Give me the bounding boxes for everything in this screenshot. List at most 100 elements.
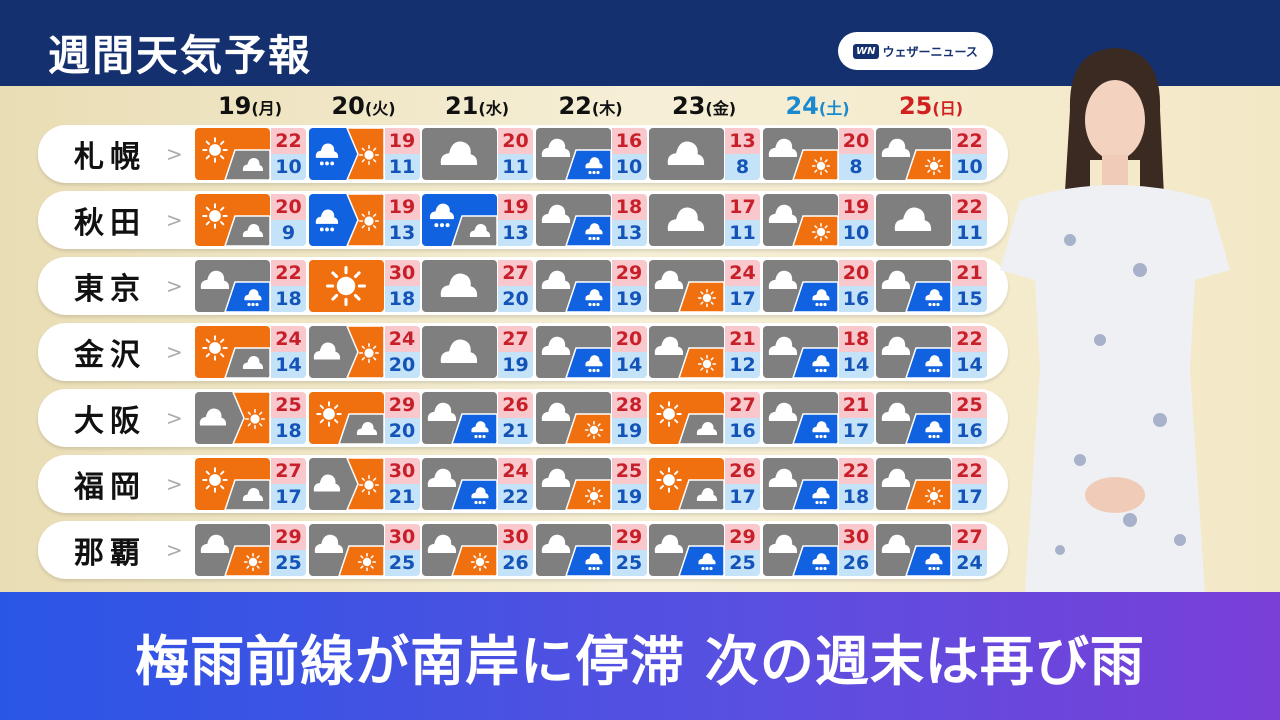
day-of-week: (土) [818, 99, 850, 118]
low-temp: 10 [271, 154, 306, 180]
forecast-cell: 30 21 [308, 458, 420, 510]
forecast-cell: 22 11 [876, 194, 987, 246]
cloud-step-sun-weather-icon [649, 260, 724, 312]
city-name: 秋田 [74, 206, 146, 241]
cloud-step-sun-weather-icon [762, 194, 838, 246]
city-row[interactable]: 東京 > 22 18 30 18 27 20 29 19 24 17 20 16 … [38, 257, 1008, 315]
chevron-right-icon: > [166, 208, 183, 232]
high-temp: 22 [271, 128, 306, 154]
cloud-step-sun-weather-icon [308, 524, 384, 576]
rain-then-sun-weather-icon [308, 128, 384, 180]
cloud-weather-icon [876, 194, 951, 246]
city-row[interactable]: 大阪 > 25 18 29 20 26 21 28 19 27 16 21 17 … [38, 389, 1008, 447]
sun-step-cloud-weather-icon [195, 194, 270, 246]
high-temp: 26 [725, 458, 760, 484]
cloud-step-rain-weather-icon [195, 260, 270, 312]
day-of-week: (水) [478, 99, 510, 118]
city-name: 福岡 [74, 470, 146, 505]
high-temp: 27 [498, 326, 533, 352]
sun-step-cloud-weather-icon [308, 392, 384, 444]
high-temp: 17 [725, 194, 760, 220]
high-temp: 30 [498, 524, 533, 550]
high-temp: 21 [838, 392, 874, 418]
high-temp: 20 [271, 194, 306, 220]
forecast-cell: 22 17 [876, 458, 987, 510]
cloud-step-rain-weather-icon [762, 458, 838, 510]
high-temp: 22 [271, 260, 306, 286]
high-temp: 27 [725, 392, 760, 418]
cloud-step-rain-weather-icon [649, 524, 724, 576]
forecast-cell: 18 13 [535, 194, 647, 246]
low-temp: 25 [271, 550, 306, 576]
high-temp: 30 [384, 458, 420, 484]
city-row[interactable]: 福岡 > 27 17 30 21 24 22 25 19 26 17 22 18 … [38, 455, 1008, 513]
low-temp: 18 [271, 418, 306, 444]
weathernews-logo: WN ウェザーニュース [838, 32, 993, 70]
low-temp: 17 [838, 418, 874, 444]
city-row[interactable]: 秋田 > 20 9 19 13 19 13 18 13 17 11 19 10 2… [38, 191, 1008, 249]
low-temp: 14 [271, 352, 306, 378]
day-header: 19(月) [195, 92, 305, 120]
high-temp: 13 [725, 128, 760, 154]
low-temp: 19 [611, 286, 647, 312]
forecast-cell: 19 11 [308, 128, 420, 180]
city-row[interactable]: 札幌 > 22 10 19 11 20 11 16 10 13 8 20 8 22… [38, 125, 1008, 183]
cloud-step-sun-weather-icon [876, 128, 951, 180]
high-temp: 22 [952, 194, 987, 220]
forecast-cell: 20 8 [762, 128, 874, 180]
cloud-weather-icon [422, 326, 497, 378]
low-temp: 20 [498, 286, 533, 312]
day-of-week: (日) [932, 99, 964, 118]
cloud-step-rain-weather-icon [762, 524, 838, 576]
high-temp: 27 [498, 260, 533, 286]
low-temp: 19 [498, 352, 533, 378]
cloud-then-sun-weather-icon [195, 392, 270, 444]
low-temp: 18 [384, 286, 420, 312]
forecast-cell: 26 17 [649, 458, 760, 510]
day-number: 20 [331, 92, 365, 120]
high-temp: 20 [838, 128, 874, 154]
low-temp: 25 [611, 550, 647, 576]
low-temp: 12 [725, 352, 760, 378]
city-name: 東京 [74, 272, 146, 307]
forecast-cell: 16 10 [535, 128, 647, 180]
forecast-cell: 29 25 [649, 524, 760, 576]
forecast-cell: 30 18 [308, 260, 420, 312]
chevron-right-icon: > [166, 472, 183, 496]
forecast-cell: 21 15 [876, 260, 987, 312]
day-of-week: (金) [705, 99, 737, 118]
forecast-cell: 20 11 [422, 128, 533, 180]
low-temp: 8 [725, 154, 760, 180]
chevron-right-icon: > [166, 538, 183, 562]
city-row[interactable]: 金沢 > 24 14 24 20 27 19 20 14 21 12 18 14 … [38, 323, 1008, 381]
low-temp: 16 [725, 418, 760, 444]
sun-step-cloud-weather-icon [649, 458, 724, 510]
chevron-right-icon: > [166, 274, 183, 298]
forecast-cell: 27 20 [422, 260, 533, 312]
low-temp: 21 [384, 484, 420, 510]
forecast-cell: 27 24 [876, 524, 987, 576]
forecast-cell: 24 14 [195, 326, 306, 378]
city-name: 大阪 [74, 404, 146, 439]
high-temp: 30 [384, 260, 420, 286]
forecast-cell: 27 19 [422, 326, 533, 378]
forecast-cell: 21 12 [649, 326, 760, 378]
low-temp: 14 [611, 352, 647, 378]
forecast-cell: 29 19 [535, 260, 647, 312]
low-temp: 13 [498, 220, 533, 246]
chevron-right-icon: > [166, 406, 183, 430]
cloud-weather-icon [422, 128, 497, 180]
cloud-step-rain-weather-icon [762, 260, 838, 312]
logo-text: ウェザーニュース [882, 44, 978, 59]
forecast-cell: 17 11 [649, 194, 760, 246]
high-temp: 27 [271, 458, 306, 484]
cloud-step-rain-weather-icon [422, 458, 497, 510]
day-number: 25 [898, 92, 933, 120]
city-row[interactable]: 那覇 > 29 25 30 25 30 26 29 25 29 25 30 26 … [38, 521, 1008, 579]
day-header: 20(火) [309, 92, 419, 120]
day-number: 24 [785, 92, 819, 120]
forecast-cell: 30 26 [422, 524, 533, 576]
day-header: 23(金) [649, 92, 759, 120]
low-temp: 22 [498, 484, 533, 510]
forecast-cell: 25 18 [195, 392, 306, 444]
